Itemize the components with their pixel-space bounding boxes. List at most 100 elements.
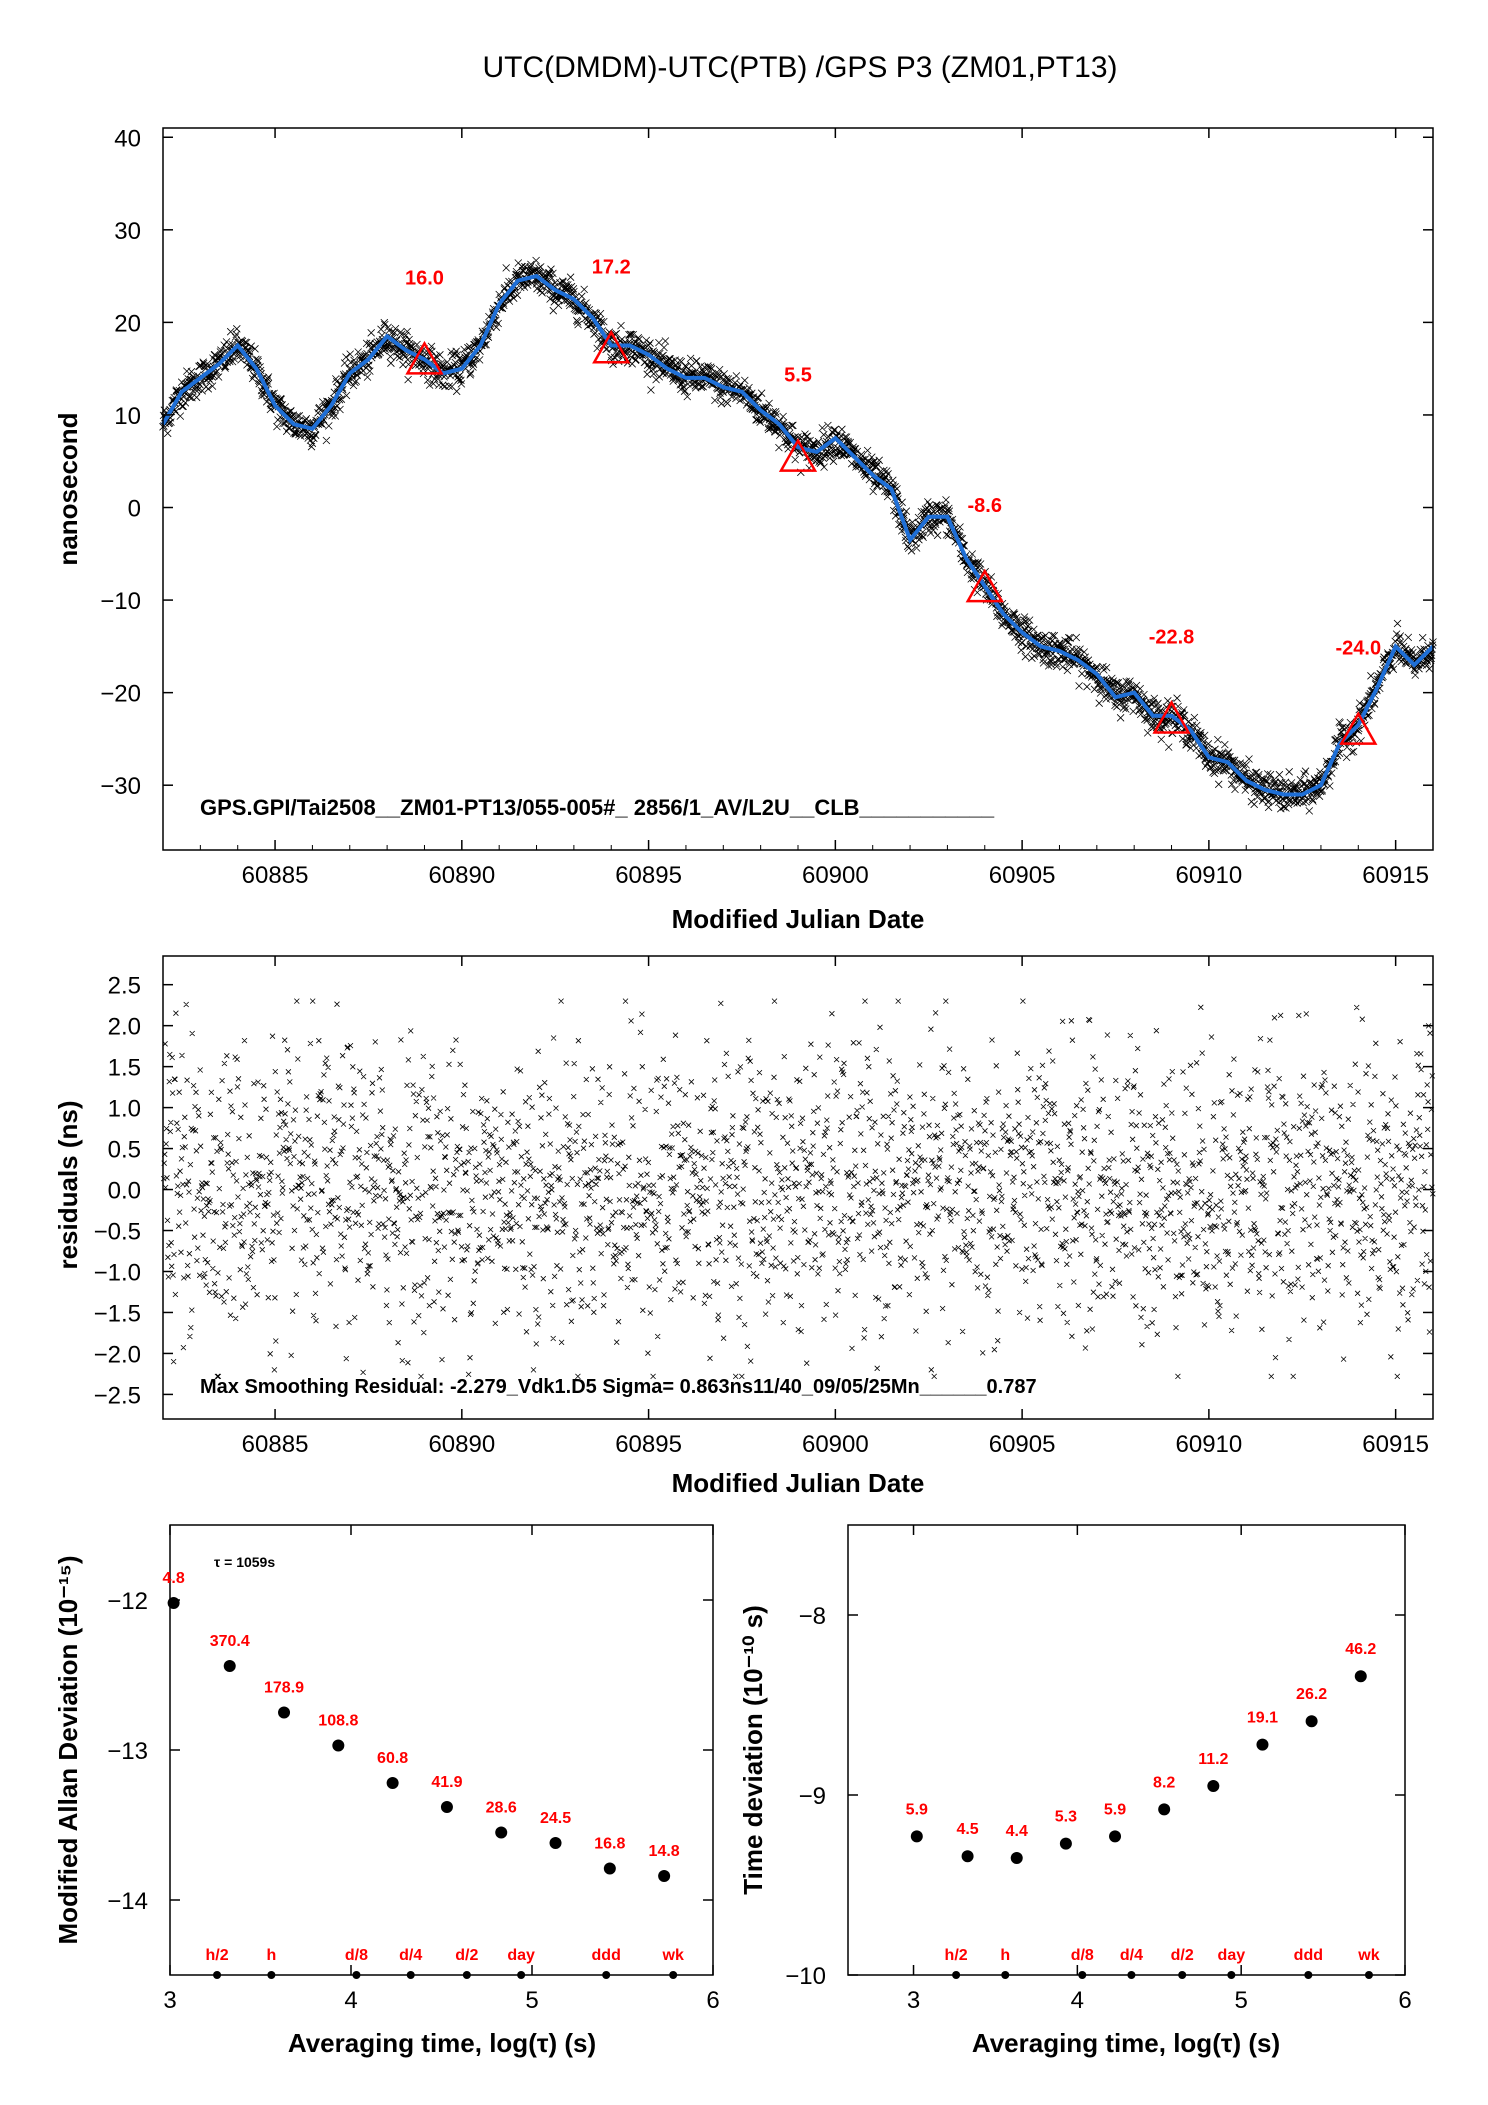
timeseries-markers: 16.0 17.2 5.5 -8.6 -22.8 -24.0 bbox=[405, 256, 1381, 745]
y-tick-label: −9 bbox=[799, 1783, 826, 1810]
stability-point-label-0: 4.8 bbox=[162, 1570, 184, 1587]
stability-point-4 bbox=[386, 1777, 399, 1789]
marker-triangle-3 bbox=[965, 568, 1004, 603]
smoothing-curve bbox=[161, 273, 1435, 797]
time-marker-label-4: d/2 bbox=[1171, 1947, 1194, 1964]
time-marker-label-1: h bbox=[266, 1947, 276, 1964]
x-tick-label: 3 bbox=[907, 1987, 920, 2014]
x-tick-label: 4 bbox=[344, 1987, 357, 2014]
time-marker-label-4: d/2 bbox=[455, 1947, 478, 1964]
y-tick-label: −30 bbox=[100, 773, 141, 800]
time-marker-dot-7 bbox=[1364, 1971, 1373, 1979]
time-marker-dot-3 bbox=[1127, 1971, 1136, 1979]
mdev-x-axis-title: Averaging time, log(τ) (s) bbox=[288, 2028, 596, 2058]
mdev-y-ticks: −14 −13 −12 bbox=[107, 1588, 713, 1915]
x-tick-label: 60890 bbox=[428, 862, 495, 889]
stability-point-label-4: 5.9 bbox=[1104, 1801, 1126, 1818]
time-marker-label-1: h bbox=[1000, 1947, 1010, 1964]
time-marker-label-7: wk bbox=[1357, 1947, 1379, 1964]
figure-title: UTC(DMDM)-UTC(PTB) /GPS P3 (ZM01,PT13) bbox=[482, 51, 1117, 84]
stability-point-label-1: 370.4 bbox=[210, 1633, 250, 1650]
time-marker-dot-0 bbox=[213, 1971, 222, 1979]
y-tick-label: −1.0 bbox=[94, 1259, 141, 1286]
x-tick-label: 60910 bbox=[1176, 862, 1243, 889]
x-tick-label: 60910 bbox=[1176, 1431, 1243, 1458]
y-tick-label: 0.5 bbox=[108, 1137, 141, 1164]
x-tick-label: 60900 bbox=[802, 862, 869, 889]
timeseries-annotation: GPS.GPI/Tai2508__ZM01-PT13/055-005#_ 285… bbox=[200, 795, 995, 820]
y-tick-label: 40 bbox=[114, 125, 141, 152]
stability-point-8 bbox=[1305, 1715, 1318, 1728]
y-tick-label: 30 bbox=[114, 218, 141, 245]
x-tick-label: 60905 bbox=[989, 862, 1056, 889]
time-marker-dot-5 bbox=[1227, 1971, 1236, 1979]
y-tick-label: 10 bbox=[114, 403, 141, 430]
time-marker-dot-2 bbox=[352, 1971, 361, 1979]
y-tick-label: −0.5 bbox=[94, 1219, 141, 1246]
stability-point-label-5: 41.9 bbox=[431, 1774, 462, 1791]
timeseries-panel: 16.0 17.2 5.5 -8.6 -22.8 -24.0 60885 60890 6089… bbox=[53, 125, 1437, 934]
stability-point-3 bbox=[332, 1739, 345, 1752]
time-marker-dot-5 bbox=[517, 1971, 526, 1979]
time-marker-dot-7 bbox=[669, 1971, 678, 1979]
stability-point-8 bbox=[603, 1862, 616, 1875]
time-marker-label-2: d/8 bbox=[1071, 1947, 1094, 1964]
x-tick-label: 5 bbox=[1234, 1987, 1247, 2014]
y-tick-label: 2.0 bbox=[108, 1014, 141, 1041]
marker-label-0: 16.0 bbox=[405, 267, 444, 289]
stability-point-label-0: 5.9 bbox=[906, 1801, 928, 1818]
stability-point-9 bbox=[1354, 1670, 1367, 1683]
x-tick-label: 60915 bbox=[1362, 862, 1429, 889]
time-marker-label-3: d/4 bbox=[399, 1947, 422, 1964]
x-tick-label: 3 bbox=[163, 1987, 176, 2014]
tdev-x-ticks: 3 4 5 6 bbox=[907, 1525, 1412, 2014]
time-marker-dot-1 bbox=[1001, 1971, 1010, 1979]
tdev-content: 5.9 4.5 4.4 5.3 5.9 8.2 11.2 19.1 26.2 46.2 h/2 h d/… bbox=[906, 1641, 1380, 1979]
y-tick-label: −1.5 bbox=[94, 1300, 141, 1327]
stability-point-1 bbox=[961, 1850, 974, 1863]
y-tick-label: −2.5 bbox=[94, 1382, 141, 1409]
marker-triangle-4 bbox=[1152, 700, 1191, 734]
stability-point-0 bbox=[910, 1830, 923, 1843]
residuals-x-ticks: 60885 60890 60895 60900 60905 60910 60915 bbox=[242, 956, 1429, 1458]
stability-point-7 bbox=[549, 1837, 562, 1849]
time-marker-dot-4 bbox=[462, 1971, 471, 1979]
stability-point-label-6: 11.2 bbox=[1198, 1751, 1228, 1768]
time-marker-dot-6 bbox=[602, 1971, 611, 1979]
y-tick-label: 2.5 bbox=[108, 973, 141, 1000]
y-tick-label: −14 bbox=[107, 1888, 148, 1915]
time-marker-label-3: d/4 bbox=[1120, 1947, 1143, 1964]
tdev-frame bbox=[847, 1524, 1406, 1976]
mdev-content: 4.8 370.4 178.9 108.8 60.8 41.9 28.6 24.5 16.8 14… bbox=[162, 1570, 684, 1979]
stability-point-label-3: 108.8 bbox=[318, 1713, 358, 1730]
timeseries-x-axis-title: Modified Julian Date bbox=[672, 904, 925, 934]
mdev-tau-note: τ = 1059s bbox=[214, 1554, 275, 1570]
y-tick-label: −10 bbox=[785, 1963, 826, 1990]
x-tick-label: 6 bbox=[1398, 1987, 1411, 2014]
x-tick-label: 60890 bbox=[428, 1431, 495, 1458]
timeseries-x-ticks: 60885 60890 60895 60900 60905 60910 60915 bbox=[199, 128, 1434, 889]
stability-point-label-1: 4.5 bbox=[956, 1821, 978, 1838]
stability-point-1 bbox=[223, 1660, 236, 1672]
y-tick-label: −8 bbox=[799, 1603, 826, 1630]
tdev-y-axis-title: Time deviation (10⁻¹⁰ s) bbox=[738, 1605, 768, 1895]
stability-point-label-8: 26.2 bbox=[1296, 1686, 1327, 1703]
x-tick-label: 60915 bbox=[1362, 1431, 1429, 1458]
timeseries-y-axis-title: nanosecond bbox=[53, 412, 83, 565]
time-marker-label-6: ddd bbox=[592, 1947, 621, 1964]
marker-label-3: -8.6 bbox=[968, 495, 1002, 517]
x-tick-label: 60885 bbox=[242, 1431, 309, 1458]
y-tick-label: −13 bbox=[107, 1738, 148, 1765]
stability-point-4 bbox=[1109, 1830, 1122, 1843]
timeseries-y-ticks: −30 −20 −10 0 10 20 30 40 bbox=[100, 125, 1433, 800]
x-tick-label: 60905 bbox=[989, 1431, 1056, 1458]
stability-point-2 bbox=[1010, 1852, 1023, 1864]
x-tick-label: 6 bbox=[706, 1987, 719, 2014]
marker-label-4: -22.8 bbox=[1149, 627, 1195, 649]
residuals-annotation: Max Smoothing Residual: -2.279_Vdk1.D5 S… bbox=[200, 1376, 1037, 1398]
stability-point-6 bbox=[495, 1826, 508, 1839]
y-tick-label: 0 bbox=[128, 496, 141, 523]
time-marker-label-7: wk bbox=[662, 1947, 684, 1964]
stability-point-6 bbox=[1207, 1780, 1220, 1792]
